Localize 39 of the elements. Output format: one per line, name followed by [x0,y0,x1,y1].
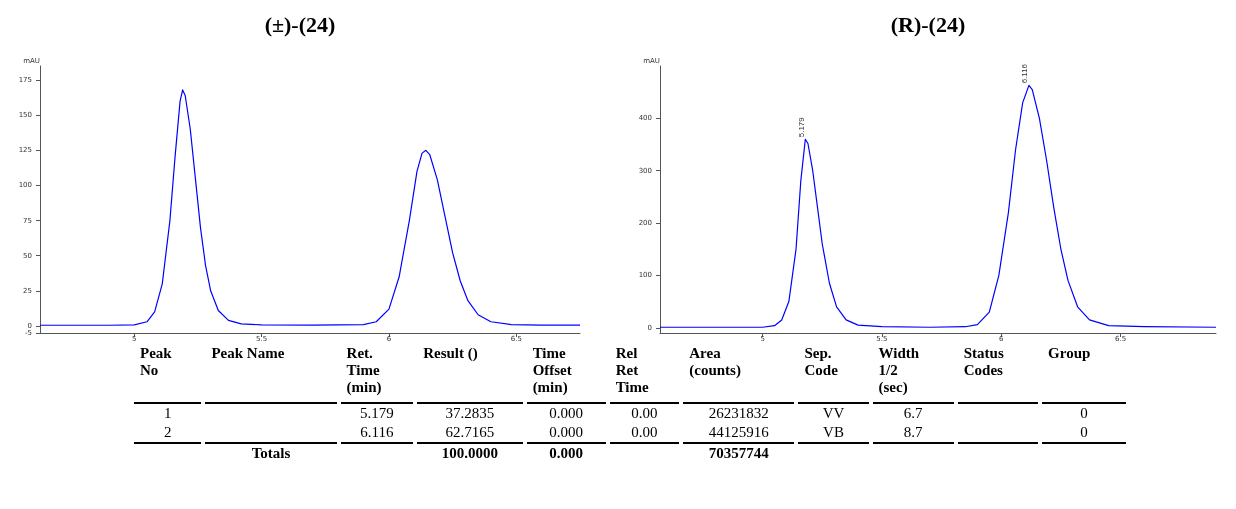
text: 0.00 [631,424,658,440]
text: 5.179 [360,405,394,421]
text: 0 [1080,424,1088,440]
category-label: Result () [417,345,523,404]
text: 6.116 [360,424,394,440]
category-label: Peak Name [205,345,337,404]
text: Totals [251,445,291,461]
text: 0.000 [549,405,583,421]
text: 37.2835 [445,405,495,421]
text: 0.000 [549,445,583,461]
category-label: Ret. Time (min) [340,345,414,404]
line-series [659,84,1217,328]
category-label: Status Codes [957,345,1039,404]
text: 70357744 [708,445,769,461]
text: 62.7165 [445,424,495,440]
text: VB [823,424,844,440]
text: 100.0000 [441,445,499,461]
category-label: Time Offset (min) [526,345,606,404]
text: 0.00 [631,405,658,421]
text: 8.7 [903,424,923,440]
chart-title: (±)-(24) [264,11,336,37]
text: 44125916 [708,424,769,440]
category-label: Sep. Code [798,345,869,404]
category-label: Area (counts) [683,345,795,404]
category-label: Peak No [134,345,202,404]
text: 0 [1080,405,1088,421]
annotation: 6.116 [1020,63,1030,84]
line-series [39,89,581,326]
text: 26231832 [708,405,769,421]
annotation: 5.179 [796,116,806,138]
chart-title: (R)-(24) [890,11,966,37]
text: VV [822,405,845,421]
text: 0.000 [549,424,583,440]
category-label: Width 1/2 (sec) [872,345,954,404]
text: 2 [163,424,172,440]
category-label: Group [1042,345,1126,404]
text: 6.7 [903,405,923,421]
text: 1 [163,405,172,421]
category-label: Rel Ret Time [609,345,680,404]
